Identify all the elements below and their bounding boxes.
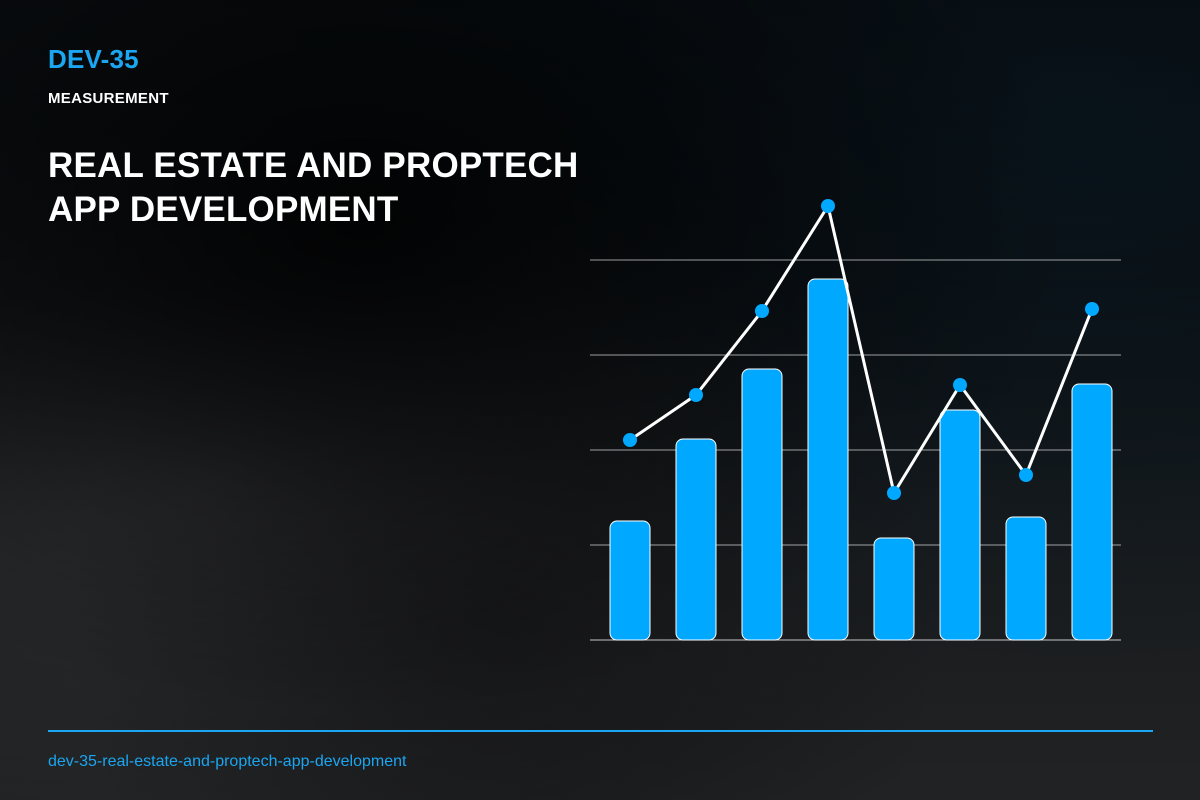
bar bbox=[1005, 516, 1047, 641]
data-point bbox=[623, 433, 637, 447]
series-line bbox=[629, 204, 1094, 495]
bar bbox=[873, 537, 915, 641]
data-point bbox=[953, 378, 967, 392]
bar bbox=[939, 409, 981, 641]
data-point bbox=[689, 388, 703, 402]
title-line-1: REAL ESTATE AND PROPTECH bbox=[48, 146, 579, 185]
data-point bbox=[755, 304, 769, 318]
title-line-2: APP DEVELOPMENT bbox=[48, 190, 399, 229]
bars bbox=[609, 278, 1113, 641]
data-point bbox=[1019, 468, 1033, 482]
post-slug: dev-35-real-estate-and-proptech-app-deve… bbox=[48, 753, 407, 770]
bar bbox=[609, 520, 651, 641]
line-points bbox=[623, 199, 1099, 500]
footer-divider bbox=[48, 730, 1153, 732]
data-point bbox=[821, 199, 835, 213]
data-point bbox=[887, 486, 901, 500]
bar bbox=[741, 368, 783, 641]
post-code: DEV-35 bbox=[48, 44, 139, 74]
data-point bbox=[1085, 302, 1099, 316]
line-series bbox=[629, 204, 1094, 495]
bar bbox=[807, 278, 849, 641]
bar bbox=[675, 438, 717, 641]
category-label: MEASUREMENT bbox=[48, 90, 169, 107]
bar bbox=[1071, 383, 1113, 641]
page-title: REAL ESTATE AND PROPTECH APP DEVELOPMENT bbox=[48, 144, 648, 232]
